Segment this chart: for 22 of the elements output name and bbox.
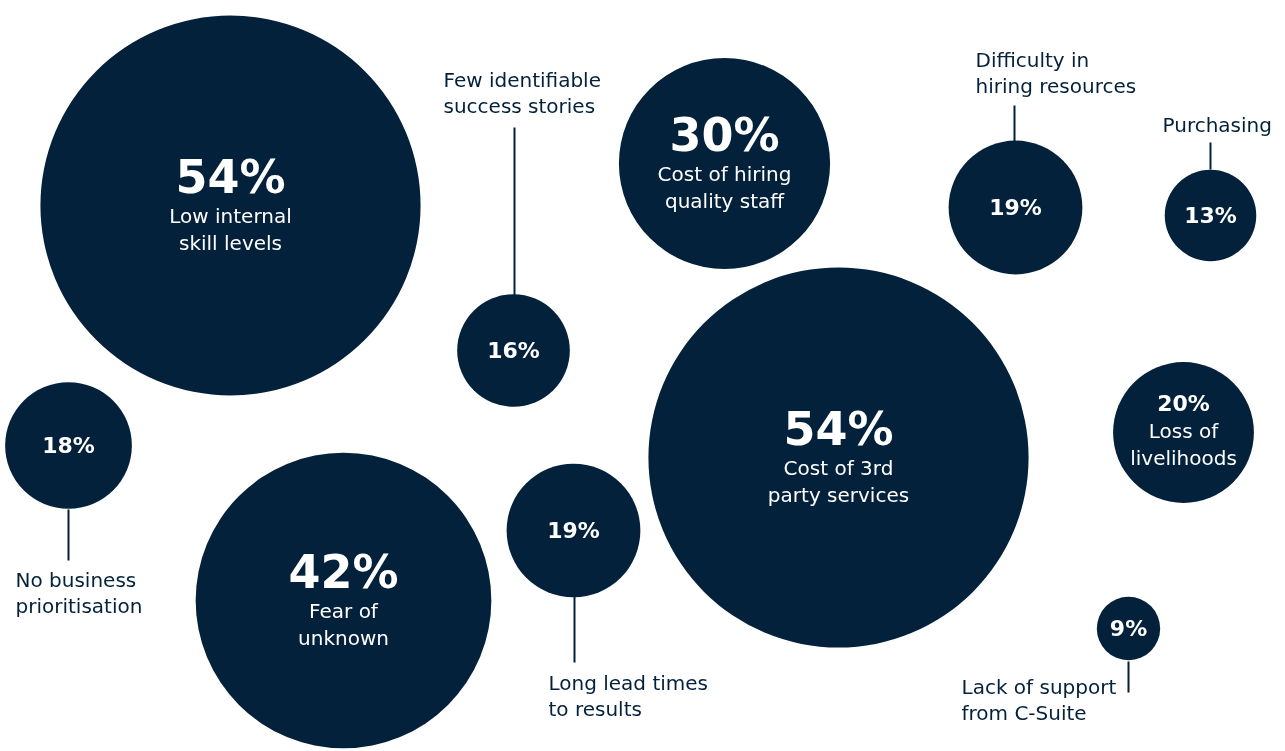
data-label: 19% bbox=[989, 195, 1042, 220]
data-label: 42% bbox=[288, 544, 399, 599]
category-label: No business prioritisation bbox=[15, 567, 143, 618]
data-label: 18% bbox=[42, 433, 95, 458]
category-label: Few identifiable success stories bbox=[443, 67, 601, 118]
category-label: Purchasing bbox=[1162, 112, 1272, 137]
category-label: Fear of unknown bbox=[298, 598, 389, 651]
data-label: 9% bbox=[1109, 616, 1148, 641]
data-label: 30% bbox=[669, 107, 780, 162]
data-label: 54% bbox=[175, 149, 286, 204]
data-label: 19% bbox=[547, 518, 600, 543]
category-label: Cost of 3rd party services bbox=[767, 455, 910, 508]
category-label: Long lead times to results bbox=[548, 670, 709, 721]
data-label: 13% bbox=[1184, 203, 1237, 228]
data-label: 20% bbox=[1157, 391, 1210, 416]
category-label: Loss of livelihoods bbox=[1130, 418, 1237, 471]
category-label: Cost of hiring quality staff bbox=[657, 161, 792, 214]
category-label: Lack of support from C-Suite bbox=[961, 674, 1117, 725]
category-label: Low internal skill levels bbox=[169, 203, 292, 256]
category-label: Difficulty in hiring resources bbox=[975, 47, 1137, 98]
data-label: 16% bbox=[487, 338, 540, 363]
data-label: 54% bbox=[783, 401, 894, 456]
